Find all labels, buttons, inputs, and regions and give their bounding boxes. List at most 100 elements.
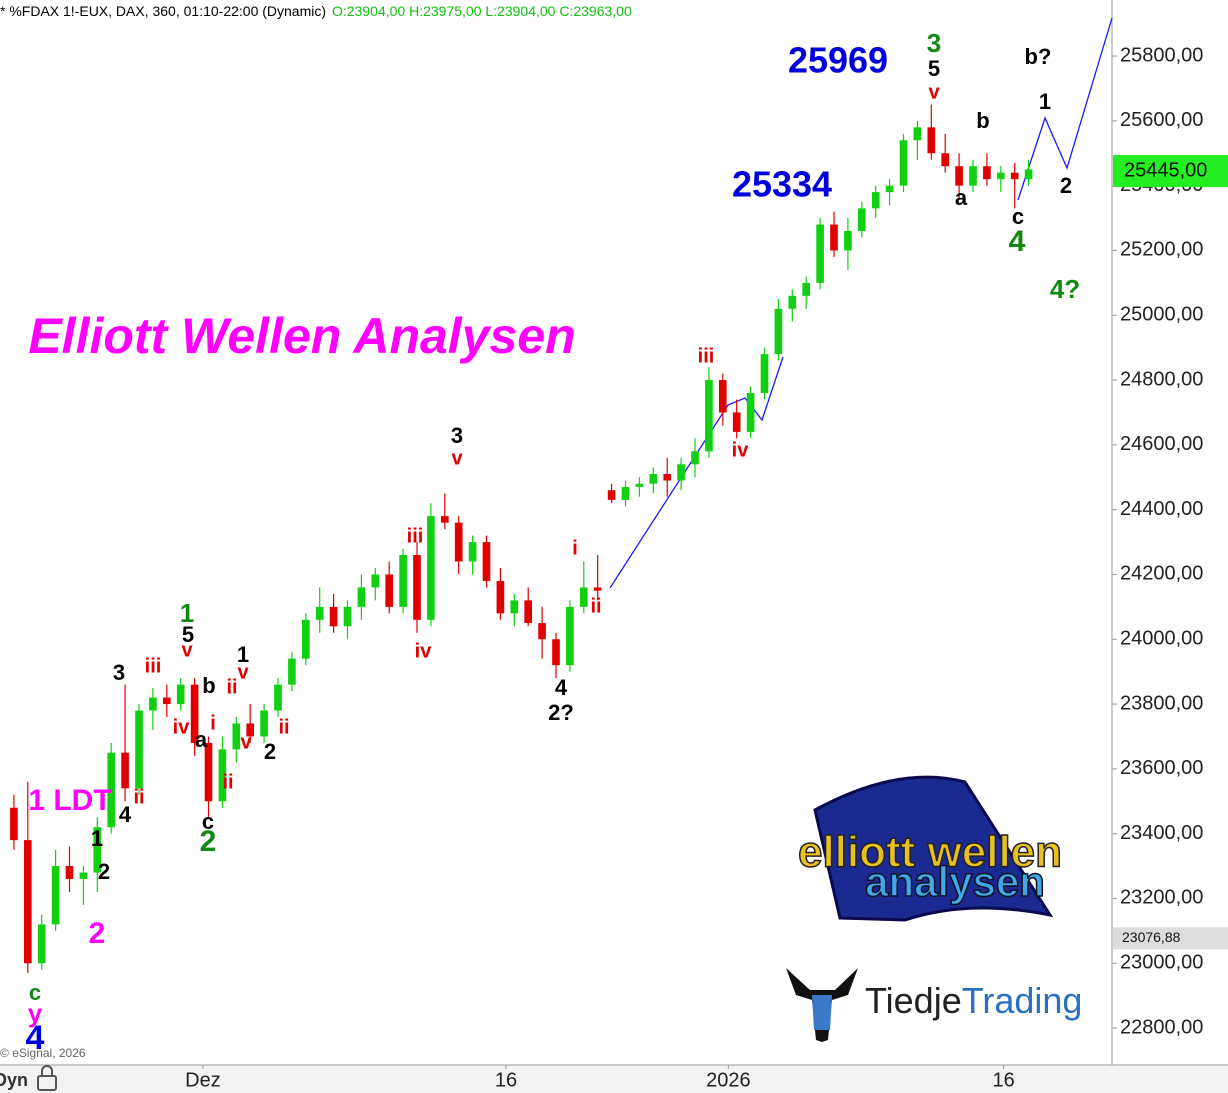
- candle-body: [121, 752, 129, 789]
- wave-label: iii: [145, 655, 162, 677]
- wave-label: 2: [89, 917, 106, 950]
- candle-body: [343, 606, 352, 627]
- candle-body: [135, 710, 143, 789]
- y-tick-label: 23600,00: [1120, 757, 1203, 779]
- lock-body: [37, 1075, 57, 1091]
- wave-label: a: [195, 727, 208, 752]
- header: * %FDAX 1!-EUX, DAX, 360, 01:10-22:00 (D…: [0, 3, 632, 19]
- bull-icon: [812, 995, 832, 1030]
- wave-label: 2?: [548, 700, 574, 725]
- wave-label: c: [29, 980, 41, 1005]
- candle-body: [496, 580, 505, 614]
- elliott-logo: elliott wellen analysen: [797, 775, 1063, 922]
- price-marker: [1113, 927, 1228, 950]
- x-axis-band: [0, 1065, 1228, 1093]
- candle-body: [941, 153, 950, 167]
- candle-body: [871, 192, 880, 209]
- candle-body: [677, 464, 685, 481]
- wave-label: 2: [264, 739, 276, 764]
- candle-body: [705, 380, 713, 452]
- wave-label: 2: [200, 825, 217, 858]
- logo-text: analysen: [865, 858, 1045, 905]
- wave-label: 4?: [1050, 274, 1080, 304]
- wave-label: 5: [182, 622, 194, 647]
- copyright: © eSignal, 2026: [0, 1046, 86, 1060]
- price-marker: [1113, 155, 1228, 188]
- candle-body: [246, 723, 255, 737]
- wave-label: ii: [590, 595, 601, 617]
- candle-body: [301, 619, 310, 659]
- wave-label: 4: [1009, 225, 1026, 258]
- y-tick-label: 25600,00: [1120, 109, 1203, 131]
- candle-body: [23, 840, 32, 964]
- price-marker-label: 25445,00: [1124, 159, 1207, 181]
- chart-subtitle: O:23904,00 H:23975,00 L:23904,00 C:23963…: [332, 3, 632, 19]
- candle-body: [844, 231, 852, 251]
- candle-body: [51, 866, 60, 925]
- wave-label: 3: [927, 28, 941, 58]
- candle-body: [802, 282, 811, 296]
- candle-body: [190, 684, 199, 743]
- candle-body: [732, 412, 741, 432]
- wave-label: c: [202, 809, 214, 834]
- x-tick-label: 2026: [706, 1069, 751, 1091]
- projection-line: [1017, 17, 1113, 201]
- wave-label: iv: [732, 439, 750, 461]
- flag: [813, 775, 1054, 922]
- candle-body: [635, 483, 644, 487]
- wave-label: i: [210, 712, 216, 734]
- candle-body: [454, 522, 463, 562]
- y-tick-label: 24400,00: [1120, 498, 1203, 520]
- candle-body: [566, 606, 574, 666]
- lock-shackle: [41, 1065, 53, 1076]
- y-tick-label: 25000,00: [1120, 304, 1203, 326]
- wave-label: iii: [407, 525, 424, 547]
- wave-label: a: [955, 185, 968, 210]
- candle-body: [204, 742, 213, 802]
- candle-body: [385, 574, 394, 607]
- candle-body: [621, 486, 630, 500]
- candle-body: [955, 166, 963, 186]
- x-tick-label: 16: [495, 1069, 517, 1091]
- wave-label: v: [928, 81, 940, 103]
- candle-body: [176, 684, 185, 705]
- candle-body: [663, 474, 672, 481]
- candle-body: [983, 166, 991, 180]
- candle-body: [691, 451, 699, 465]
- candle-body: [579, 587, 588, 607]
- candle-body: [10, 807, 18, 841]
- candle-body: [1024, 169, 1033, 180]
- wave-label: v: [240, 731, 252, 753]
- candle-body: [524, 600, 533, 624]
- wave-label: b?: [1025, 44, 1052, 69]
- candle-body: [593, 587, 602, 591]
- lock-icon: [37, 1065, 57, 1091]
- wave-label: ii: [226, 676, 237, 698]
- candle-body: [440, 516, 449, 523]
- x-axis-note: Dyn: [0, 1070, 28, 1090]
- wave-label: i: [572, 537, 578, 559]
- candle-body: [816, 224, 824, 283]
- candle-body: [218, 749, 227, 802]
- wave-label: b: [202, 673, 215, 698]
- candle-body: [427, 516, 435, 620]
- y-tick-label: 22800,00: [1120, 1016, 1203, 1038]
- price-marker-label: 23076,88: [1122, 929, 1181, 945]
- y-tick-label: 25800,00: [1120, 44, 1203, 66]
- candle-body: [927, 127, 936, 154]
- x-tick-label: Dez: [185, 1069, 221, 1091]
- wave-label: 25334: [732, 164, 832, 205]
- wave-label: 4: [119, 802, 132, 827]
- wave-label: 1: [237, 642, 249, 667]
- candle-body: [274, 684, 282, 711]
- candle-body: [37, 924, 46, 964]
- wave-label: v: [237, 661, 249, 683]
- wave-label: b: [976, 108, 989, 133]
- y-tick-label: 23800,00: [1120, 692, 1203, 714]
- y-tick-label: 23400,00: [1120, 822, 1203, 844]
- logo-text: elliott wellen: [798, 828, 1062, 877]
- wave-label: ii: [278, 716, 289, 738]
- candle-body: [468, 542, 477, 562]
- candle-body: [399, 555, 407, 607]
